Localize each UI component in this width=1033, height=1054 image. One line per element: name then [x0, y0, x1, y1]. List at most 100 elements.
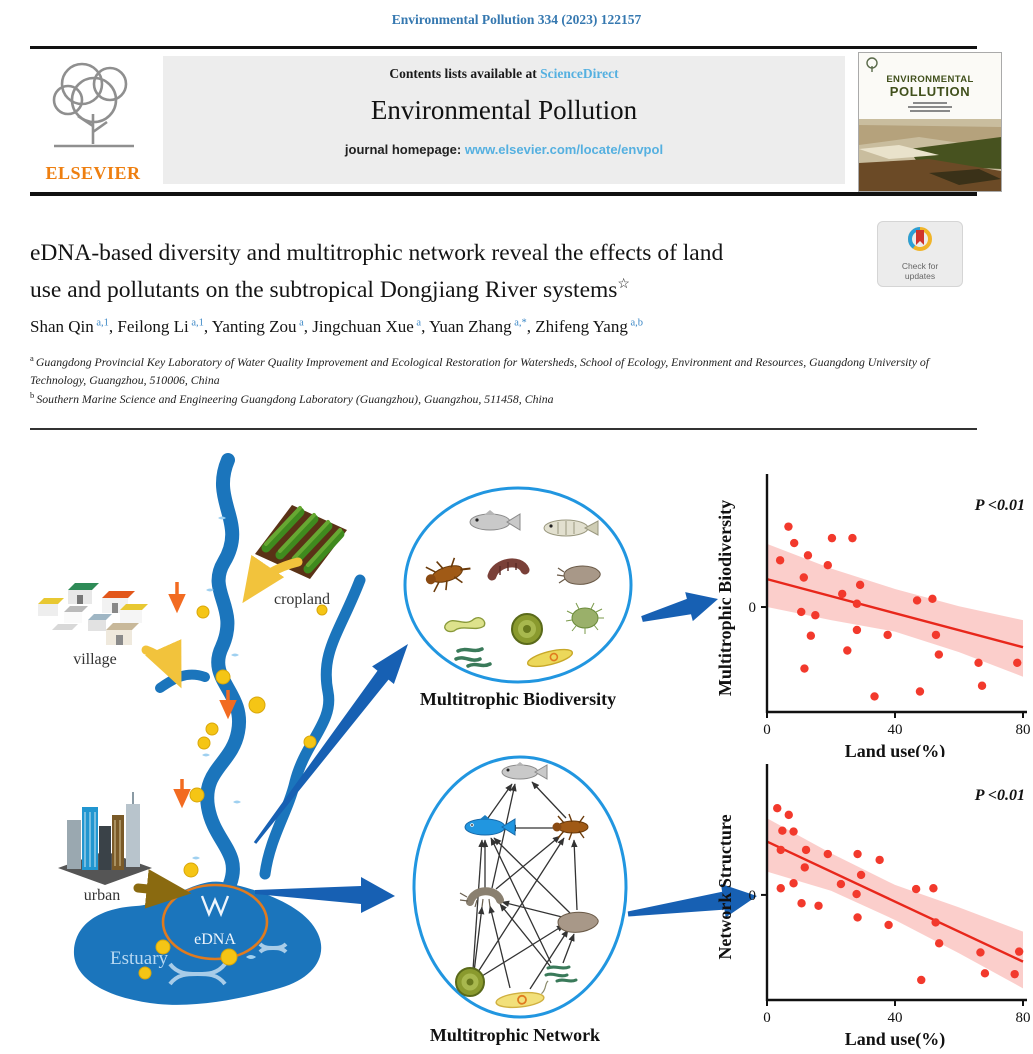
- urban-discharge-arrow: [133, 869, 192, 909]
- data-point: [790, 538, 799, 548]
- x-tick-label: 40: [888, 1010, 903, 1026]
- confidence-band: [767, 818, 1023, 989]
- data-point: [789, 827, 798, 836]
- data-point: [931, 918, 940, 927]
- data-point: [1010, 969, 1019, 979]
- paramecium-icon: [495, 980, 549, 1009]
- data-point: [800, 863, 809, 872]
- data-point: [827, 533, 837, 543]
- author-affiliation-sup: a,*: [511, 317, 527, 329]
- data-point: [934, 650, 944, 659]
- data-point: [776, 884, 785, 893]
- data-point: [775, 556, 785, 565]
- cropland-runoff-arrow: [242, 554, 303, 604]
- data-point: [884, 920, 893, 930]
- abstract-illustration: Estuary eDNA: [38, 453, 757, 1045]
- urban-illustration: urban: [58, 792, 192, 909]
- p-value-annotation: P <0.01: [974, 497, 1025, 514]
- data-point: [928, 594, 937, 604]
- cover-logo-icon: [866, 57, 878, 72]
- affiliations: a Guangdong Provincial Key Laboratory of…: [30, 352, 955, 409]
- data-point: [977, 681, 987, 690]
- data-point: [778, 826, 787, 835]
- network-edges: [472, 781, 578, 990]
- x-tick-label: 40: [888, 722, 903, 738]
- data-point: [803, 551, 813, 560]
- contents-line: Contents lists available at ScienceDirec…: [163, 66, 845, 82]
- confidence-band: [767, 543, 1023, 677]
- paramecium-icon: [526, 648, 574, 668]
- elsevier-logo[interactable]: ELSEVIER: [28, 54, 158, 186]
- author: Yuan Zhang: [428, 317, 512, 336]
- flow-arrows: [253, 592, 757, 918]
- estuary: Estuary eDNA: [73, 881, 322, 1005]
- affiliation-line: a Guangdong Provincial Key Laboratory of…: [30, 353, 930, 388]
- data-point: [823, 560, 832, 570]
- contents-prefix: Contents lists available at: [389, 66, 537, 81]
- edna-helix-icon: [200, 895, 230, 918]
- journal-cover-thumbnail[interactable]: ENVIRONMENTAL POLLUTION: [858, 52, 1002, 192]
- data-point: [806, 631, 816, 640]
- data-point: [1014, 947, 1024, 956]
- network-scatter-plot: 0 40 80 0 Land use(%) Network Structure P <0.0…: [715, 764, 1030, 1050]
- cover-title-line1: ENVIRONMENTAL: [886, 74, 974, 85]
- check-updates-text: Check for updates: [901, 261, 939, 281]
- arrow-network-to-plot: [627, 883, 757, 918]
- y-axis-label: Network Structure: [715, 814, 735, 959]
- data-point: [853, 849, 862, 859]
- data-point: [855, 580, 865, 590]
- network-circle: Multitrophic Network: [412, 755, 628, 1045]
- edna-circle: [161, 883, 269, 961]
- data-point: [934, 939, 944, 948]
- small-fish-icon: [246, 955, 256, 959]
- data-point: [784, 810, 793, 820]
- sampling-sites-river: [183, 604, 328, 878]
- river-branch: [259, 574, 366, 880]
- author-affiliation-sup: a,b: [627, 317, 643, 329]
- data-point: [843, 646, 852, 655]
- cover-editor-lines: [907, 101, 953, 112]
- biodiversity-label: Multitrophic Biodiversity: [420, 689, 616, 709]
- data-point: [931, 630, 941, 640]
- cropland-illustration: cropland: [242, 505, 347, 608]
- authors-line: Shan Qin a,1, Feilong Li a,1, Yanting Zo…: [30, 317, 643, 336]
- sciencedirect-link[interactable]: ScienceDirect: [540, 66, 619, 81]
- hairy-ciliate-icon: [565, 602, 604, 634]
- author-affiliation-sup: a: [296, 317, 304, 329]
- cover-title-line2: POLLUTION: [889, 83, 971, 99]
- x-axis-label: Land use(%): [845, 741, 946, 757]
- village-runoff-arrow: [141, 639, 182, 689]
- y-axis-label: Multitrophic Biodiversity: [715, 500, 735, 696]
- network-label: Multitrophic Network: [430, 1025, 600, 1045]
- abstract-divider-rule: [30, 428, 977, 430]
- data-point: [856, 870, 866, 880]
- data-point: [823, 849, 832, 859]
- village-illustration: village: [38, 583, 182, 689]
- river-stub: [155, 669, 210, 693]
- data-point: [980, 969, 990, 978]
- journal-citation: Environmental Pollution 334 (2023) 12215…: [391, 12, 642, 27]
- author: Yanting Zou: [211, 317, 297, 336]
- data-point: [797, 899, 806, 908]
- dna-helix-icon: [168, 942, 288, 986]
- ciliate-disc-icon: [511, 613, 543, 645]
- data-point: [811, 611, 820, 620]
- author-affiliation-sup: a: [413, 317, 422, 329]
- data-point: [1013, 658, 1022, 667]
- author-affiliation-sup: a,1: [188, 317, 204, 329]
- village-label: village: [73, 651, 117, 668]
- check-for-updates-badge[interactable]: Check for updates: [877, 221, 963, 287]
- elsevier-wordmark: ELSEVIER: [45, 163, 141, 183]
- title-line2: use and pollutants on the subtropical Do…: [30, 276, 630, 303]
- data-point: [883, 630, 892, 640]
- header-bottom-rule: [30, 192, 977, 196]
- blue-fish-icon: [464, 815, 516, 836]
- data-point: [976, 948, 985, 957]
- fish-icon: [469, 510, 521, 531]
- data-point: [789, 879, 798, 888]
- homepage-url-link[interactable]: www.elsevier.com/locate/envpol: [464, 142, 664, 157]
- data-point: [852, 599, 862, 608]
- flatworm-icon: [444, 617, 486, 633]
- data-point: [797, 607, 806, 617]
